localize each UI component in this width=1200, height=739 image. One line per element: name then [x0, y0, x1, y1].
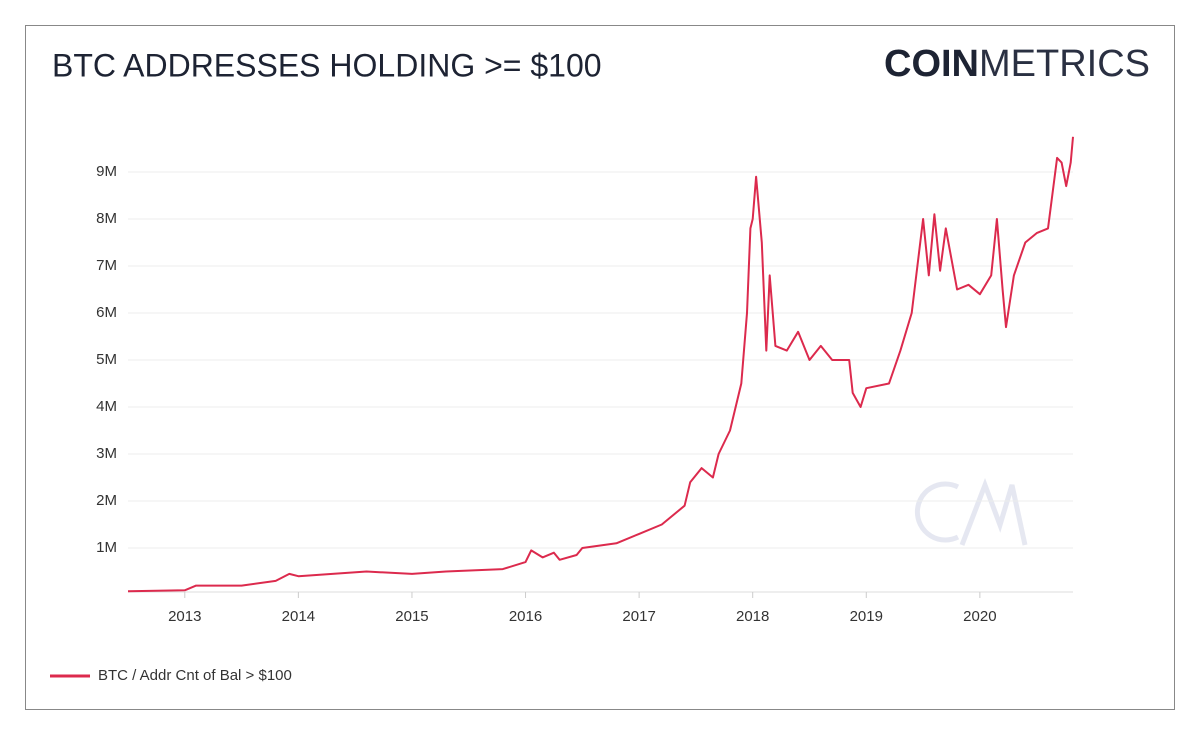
x-tick-label: 2019 [850, 608, 883, 625]
y-tick-label: 7M [96, 257, 117, 274]
y-tick-label: 9M [96, 163, 117, 180]
x-tick-label: 2015 [395, 608, 428, 625]
y-tick-label: 6M [96, 304, 117, 321]
x-tick-label: 2014 [282, 608, 315, 625]
y-tick-label: 8M [96, 210, 117, 227]
x-tick-label: 2016 [509, 608, 542, 625]
watermark [914, 477, 1028, 546]
y-tick-label: 3M [96, 445, 117, 462]
series-line [127, 136, 1074, 593]
legend-label: BTC / Addr Cnt of Bal > $100 [98, 667, 292, 684]
chart-title: BTC ADDRESSES HOLDING >= $100 [52, 47, 602, 83]
y-tick-label: 1M [96, 539, 117, 556]
x-tick-label: 2013 [168, 608, 201, 625]
y-tick-label: 5M [96, 351, 117, 368]
watermark-c [914, 481, 960, 543]
y-tick-label: 2M [96, 492, 117, 509]
x-tick-label: 2018 [736, 608, 769, 625]
y-tick-label: 4M [96, 398, 117, 415]
logo-light: METRICS [979, 43, 1150, 85]
x-tick-label: 2017 [622, 608, 655, 625]
logo-bold: COIN [884, 43, 979, 85]
watermark-m [959, 477, 1028, 546]
frame [25, 25, 1175, 710]
logo: COINMETRICS [884, 43, 1150, 85]
x-tick-label: 2020 [963, 608, 996, 625]
